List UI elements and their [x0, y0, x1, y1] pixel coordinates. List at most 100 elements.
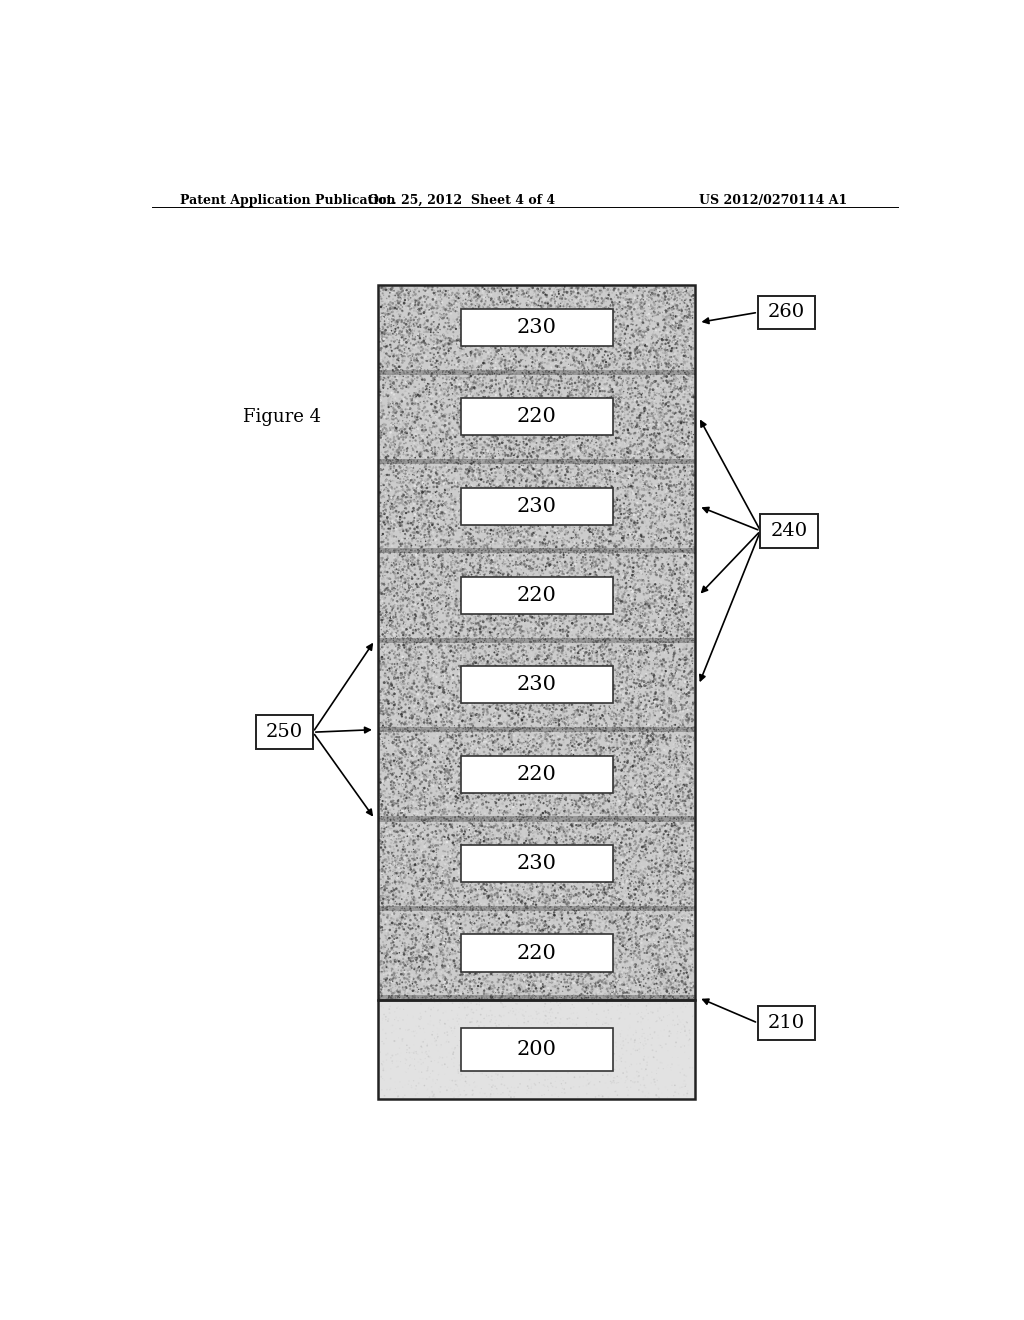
Point — [452, 499, 468, 520]
Point — [496, 816, 512, 837]
Point — [540, 599, 556, 620]
Point — [388, 717, 404, 738]
Point — [441, 296, 458, 317]
Point — [618, 726, 635, 747]
Point — [647, 277, 664, 298]
Point — [508, 301, 524, 322]
Point — [512, 961, 528, 982]
Point — [572, 917, 589, 939]
Point — [535, 770, 551, 791]
Point — [422, 1006, 438, 1027]
Point — [595, 882, 611, 903]
Point — [423, 821, 439, 842]
Point — [561, 738, 578, 759]
Point — [541, 989, 557, 1010]
Point — [470, 921, 486, 942]
Point — [625, 624, 641, 645]
Point — [668, 556, 684, 577]
Point — [416, 553, 432, 574]
Point — [580, 731, 596, 752]
Point — [460, 689, 476, 710]
Point — [545, 498, 561, 519]
Point — [426, 490, 442, 511]
Point — [469, 385, 485, 407]
Point — [668, 1032, 684, 1053]
Point — [458, 512, 474, 533]
Point — [464, 845, 480, 866]
Point — [671, 399, 687, 420]
Point — [572, 521, 589, 543]
Point — [585, 737, 601, 758]
Point — [470, 516, 486, 537]
Point — [516, 924, 532, 945]
Point — [392, 475, 409, 496]
Point — [422, 611, 438, 632]
Point — [478, 915, 495, 936]
Point — [434, 866, 451, 887]
Point — [651, 630, 668, 651]
Point — [674, 898, 690, 919]
Point — [596, 289, 612, 310]
Point — [415, 453, 431, 474]
Point — [616, 451, 633, 473]
Point — [439, 379, 456, 400]
Point — [647, 690, 664, 711]
Point — [379, 449, 395, 470]
Point — [476, 598, 493, 619]
Point — [546, 904, 562, 925]
Point — [679, 576, 695, 597]
Point — [425, 838, 441, 859]
Point — [562, 920, 579, 941]
Point — [563, 921, 580, 942]
Point — [473, 896, 489, 917]
Point — [408, 690, 424, 711]
Point — [452, 747, 468, 768]
Point — [530, 383, 547, 404]
Point — [481, 362, 498, 383]
Point — [422, 564, 438, 585]
Point — [486, 395, 503, 416]
Point — [547, 690, 563, 711]
Point — [430, 824, 446, 845]
Point — [386, 768, 402, 789]
Point — [675, 781, 691, 803]
Point — [664, 420, 680, 441]
Point — [666, 368, 682, 389]
Point — [554, 957, 570, 978]
Point — [419, 289, 435, 310]
Point — [554, 429, 570, 450]
Point — [617, 638, 634, 659]
Point — [541, 354, 557, 375]
Point — [425, 855, 441, 876]
Point — [384, 301, 400, 322]
Point — [546, 810, 562, 832]
Point — [628, 956, 644, 977]
Point — [685, 961, 701, 982]
Point — [671, 477, 687, 498]
Point — [643, 536, 659, 557]
Point — [457, 978, 473, 999]
Point — [633, 1011, 649, 1032]
Point — [583, 684, 599, 705]
Point — [457, 841, 473, 862]
Point — [539, 694, 555, 715]
Point — [586, 704, 602, 725]
Point — [534, 298, 550, 319]
Point — [377, 334, 393, 355]
Point — [468, 867, 484, 888]
Point — [430, 784, 446, 805]
Point — [623, 424, 639, 445]
Point — [623, 411, 639, 432]
Point — [596, 412, 612, 433]
Point — [605, 758, 622, 779]
Point — [672, 560, 688, 581]
Point — [536, 603, 552, 624]
Point — [503, 688, 519, 709]
Point — [437, 284, 454, 305]
Point — [484, 598, 501, 619]
Point — [484, 1024, 501, 1045]
Point — [458, 648, 474, 669]
Point — [452, 451, 468, 473]
Point — [538, 784, 554, 805]
Point — [675, 698, 691, 719]
